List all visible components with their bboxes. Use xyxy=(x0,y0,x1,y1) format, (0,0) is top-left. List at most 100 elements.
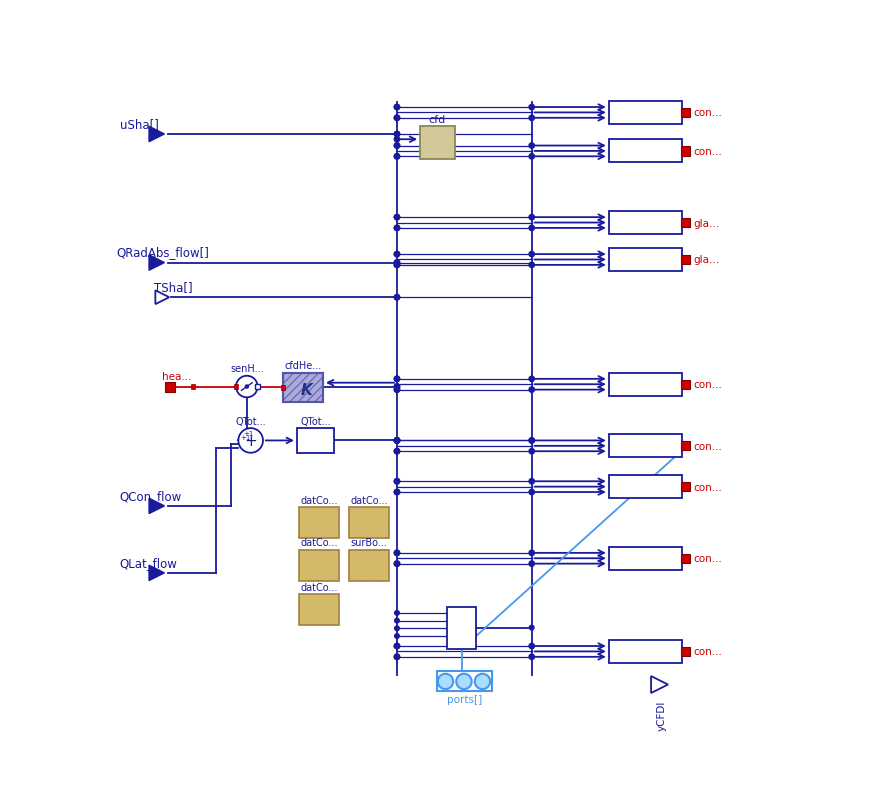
Circle shape xyxy=(529,551,534,556)
Circle shape xyxy=(394,385,399,389)
Circle shape xyxy=(394,226,399,231)
Text: QRadAbs_flow[]: QRadAbs_flow[] xyxy=(116,246,209,259)
Bar xyxy=(191,385,195,389)
Polygon shape xyxy=(149,127,164,142)
Circle shape xyxy=(394,490,399,495)
Bar xyxy=(299,507,339,539)
Bar xyxy=(608,434,681,458)
Text: uSha[]: uSha[] xyxy=(119,117,158,131)
Text: con...: con... xyxy=(693,147,722,157)
Bar xyxy=(280,385,285,390)
Circle shape xyxy=(394,438,399,443)
Circle shape xyxy=(394,116,399,121)
Text: con...: con... xyxy=(693,482,722,492)
Bar xyxy=(680,218,689,228)
Circle shape xyxy=(529,263,534,268)
Text: TSha[]: TSha[] xyxy=(155,280,193,294)
Circle shape xyxy=(529,252,534,258)
Circle shape xyxy=(394,132,399,137)
Bar xyxy=(299,550,339,581)
Circle shape xyxy=(529,449,534,454)
Text: datCo...: datCo... xyxy=(300,495,337,506)
Circle shape xyxy=(394,479,399,484)
Bar xyxy=(447,607,476,650)
Circle shape xyxy=(394,215,399,221)
Circle shape xyxy=(394,643,399,649)
Text: gla...: gla... xyxy=(693,255,719,265)
Circle shape xyxy=(394,551,399,556)
Circle shape xyxy=(394,438,399,443)
Bar xyxy=(349,507,389,539)
Circle shape xyxy=(529,626,534,630)
Circle shape xyxy=(394,252,399,258)
Bar xyxy=(234,385,238,389)
Circle shape xyxy=(394,263,399,268)
Circle shape xyxy=(529,226,534,231)
Circle shape xyxy=(236,377,257,397)
Circle shape xyxy=(394,385,399,389)
Circle shape xyxy=(394,263,399,268)
Circle shape xyxy=(394,377,399,382)
Text: ports[]: ports[] xyxy=(447,694,482,704)
Circle shape xyxy=(394,643,399,649)
Circle shape xyxy=(394,144,399,149)
Text: yCFDI: yCFDI xyxy=(656,700,666,731)
Bar xyxy=(680,147,689,157)
Circle shape xyxy=(529,438,534,443)
Circle shape xyxy=(394,132,399,137)
Bar xyxy=(608,102,681,124)
Circle shape xyxy=(394,116,399,121)
Text: QLat_flow: QLat_flow xyxy=(119,556,177,569)
Text: +: + xyxy=(244,434,256,448)
Text: QCon_flow: QCon_flow xyxy=(119,489,182,502)
Text: con...: con... xyxy=(693,442,722,451)
Bar xyxy=(283,373,323,402)
Polygon shape xyxy=(149,255,164,271)
Circle shape xyxy=(394,387,399,393)
Text: hea...: hea... xyxy=(162,371,191,381)
Bar xyxy=(680,255,689,265)
Text: datCo...: datCo... xyxy=(300,538,337,548)
Text: gla...: gla... xyxy=(693,218,719,228)
Bar xyxy=(680,647,689,656)
Bar xyxy=(165,382,175,392)
Circle shape xyxy=(394,438,399,443)
Circle shape xyxy=(529,643,534,649)
Circle shape xyxy=(394,154,399,160)
Bar xyxy=(608,249,681,271)
Circle shape xyxy=(394,438,399,443)
Circle shape xyxy=(394,561,399,567)
Circle shape xyxy=(394,226,399,231)
Text: con...: con... xyxy=(693,380,722,389)
Circle shape xyxy=(394,490,399,495)
Circle shape xyxy=(394,387,399,393)
Bar xyxy=(420,127,454,160)
Text: con...: con... xyxy=(693,646,722,657)
Circle shape xyxy=(394,154,399,160)
Text: QTot...: QTot... xyxy=(299,416,330,426)
Circle shape xyxy=(529,144,534,149)
Circle shape xyxy=(394,479,399,484)
Circle shape xyxy=(394,105,399,111)
Circle shape xyxy=(394,561,399,567)
Circle shape xyxy=(394,449,399,454)
Circle shape xyxy=(394,634,399,638)
Circle shape xyxy=(394,618,399,623)
Bar xyxy=(608,373,681,397)
Text: cfd: cfd xyxy=(428,115,445,124)
Text: datCo...: datCo... xyxy=(300,582,337,593)
Polygon shape xyxy=(149,499,164,514)
Bar xyxy=(349,550,389,581)
Circle shape xyxy=(394,377,399,382)
Text: senH...: senH... xyxy=(230,364,263,374)
Text: surBo...: surBo... xyxy=(350,538,387,548)
Circle shape xyxy=(529,215,534,221)
Circle shape xyxy=(394,449,399,454)
Text: datCo...: datCo... xyxy=(350,495,387,506)
Circle shape xyxy=(394,438,399,443)
Bar xyxy=(680,108,689,118)
Circle shape xyxy=(529,387,534,393)
Text: K: K xyxy=(299,383,312,397)
Text: +1: +1 xyxy=(243,431,253,437)
Circle shape xyxy=(394,252,399,258)
